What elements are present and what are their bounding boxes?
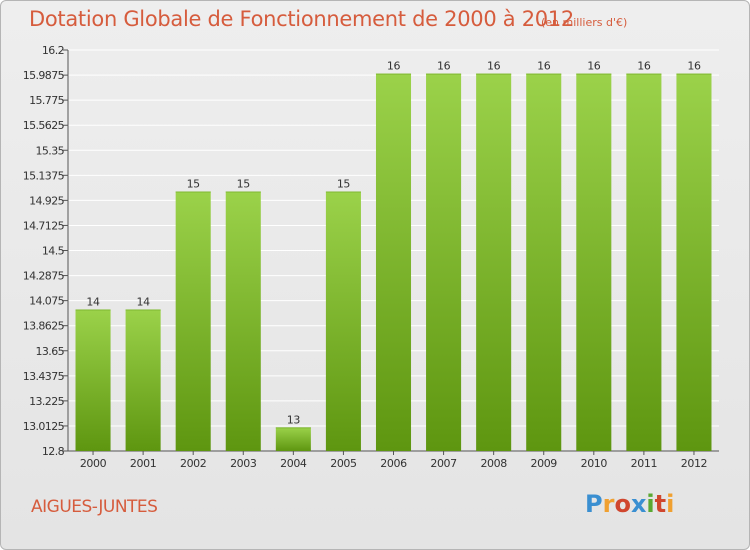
logo-letter: o [614, 490, 631, 518]
logo-letter: i [646, 490, 655, 518]
x-tick-label: 2002 [180, 457, 206, 470]
commune-name: AIGUES-JUNTES [31, 497, 158, 517]
bars [75, 73, 712, 452]
data-label: 16 [687, 60, 701, 73]
data-label: 16 [437, 60, 451, 73]
data-label: 16 [537, 60, 551, 73]
logo-letter: x [630, 490, 647, 518]
y-tick-label: 14.2875 [23, 270, 65, 283]
data-label: 16 [387, 60, 401, 73]
logo-letter: P [585, 490, 603, 518]
logo-letter: t [654, 490, 667, 518]
y-tick-label: 13.8625 [23, 320, 65, 333]
data-label: 13 [287, 413, 301, 426]
data-label: 15 [337, 178, 351, 191]
proxiti-logo[interactable]: Proxiti [585, 490, 674, 518]
chart-title: Dotation Globale de Fonctionnement de 20… [29, 7, 574, 31]
x-tick-label: 2005 [330, 457, 357, 470]
bar [576, 73, 612, 452]
logo-letter: r [602, 490, 615, 518]
x-tick-label: 2003 [230, 457, 257, 470]
x-tick-label: 2007 [430, 457, 457, 470]
bar [476, 73, 512, 452]
y-tick-label: 13.4375 [23, 370, 65, 383]
y-tick-label: 14.5 [42, 245, 65, 258]
y-tick-label: 15.35 [36, 144, 65, 157]
y-tick-label: 14.7125 [23, 219, 65, 232]
x-tick-label: 2011 [631, 457, 657, 470]
labels: 12.8 13.0125 13.225 13.4375 13.65 13.8625 14.0… [23, 44, 708, 470]
x-tick-label: 2000 [80, 457, 107, 470]
data-label: 16 [487, 60, 501, 73]
bar [225, 191, 261, 451]
y-tick-label: 15.775 [29, 94, 64, 107]
bar [526, 73, 562, 452]
bar [75, 309, 111, 451]
data-label: 14 [137, 295, 151, 308]
y-tick-label: 13.225 [29, 395, 64, 408]
x-tick-label: 2012 [681, 457, 707, 470]
y-tick-label: 14.075 [29, 295, 64, 308]
bar [426, 73, 462, 452]
bar [175, 191, 211, 451]
bar [375, 73, 412, 452]
x-tick-label: 2009 [531, 457, 558, 470]
x-tick-label: 2001 [130, 457, 156, 470]
y-tick-label: 15.5625 [23, 119, 65, 132]
data-label: 15 [187, 178, 201, 191]
x-tick-label: 2004 [280, 457, 307, 470]
y-tick-label: 15.9875 [23, 69, 65, 82]
bar [325, 191, 361, 451]
data-label: 16 [637, 60, 651, 73]
bar [626, 73, 662, 452]
y-tick-label: 15.1375 [23, 169, 65, 182]
y-tick-label: 12.8 [42, 445, 65, 458]
bar [676, 73, 712, 452]
y-tick-label: 16.2 [42, 44, 64, 57]
data-label: 15 [237, 178, 251, 191]
logo-letter: i [666, 490, 675, 518]
bar [275, 427, 311, 451]
y-tick-label: 13.65 [36, 345, 65, 358]
data-label: 16 [587, 60, 601, 73]
y-tick-label: 13.0125 [23, 420, 65, 433]
bar [125, 309, 161, 451]
data-label: 14 [86, 295, 100, 308]
y-tick-label: 14.925 [29, 194, 64, 207]
x-tick-label: 2008 [480, 457, 507, 470]
x-tick-label: 2010 [581, 457, 608, 470]
chart-unit: (en milliers d'€) [541, 16, 628, 29]
x-tick-label: 2006 [380, 457, 407, 470]
